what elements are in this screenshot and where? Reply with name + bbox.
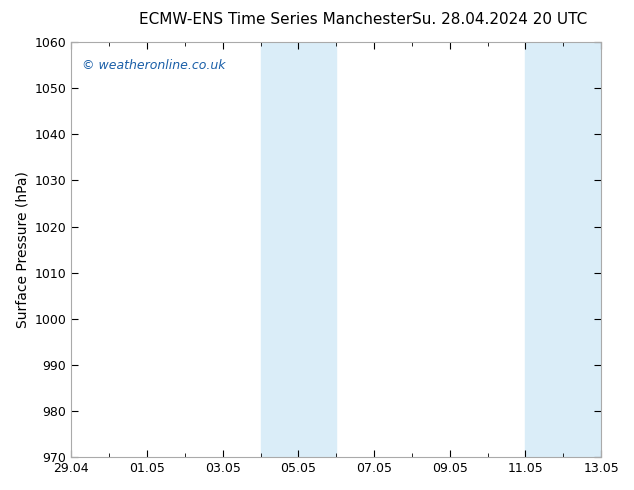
Y-axis label: Surface Pressure (hPa): Surface Pressure (hPa) [15, 171, 29, 328]
Text: ECMW-ENS Time Series Manchester: ECMW-ENS Time Series Manchester [139, 12, 413, 27]
Text: © weatheronline.co.uk: © weatheronline.co.uk [82, 59, 226, 72]
Bar [526, 42, 601, 457]
Text: Su. 28.04.2024 20 UTC: Su. 28.04.2024 20 UTC [412, 12, 587, 27]
Bar [261, 42, 336, 457]
